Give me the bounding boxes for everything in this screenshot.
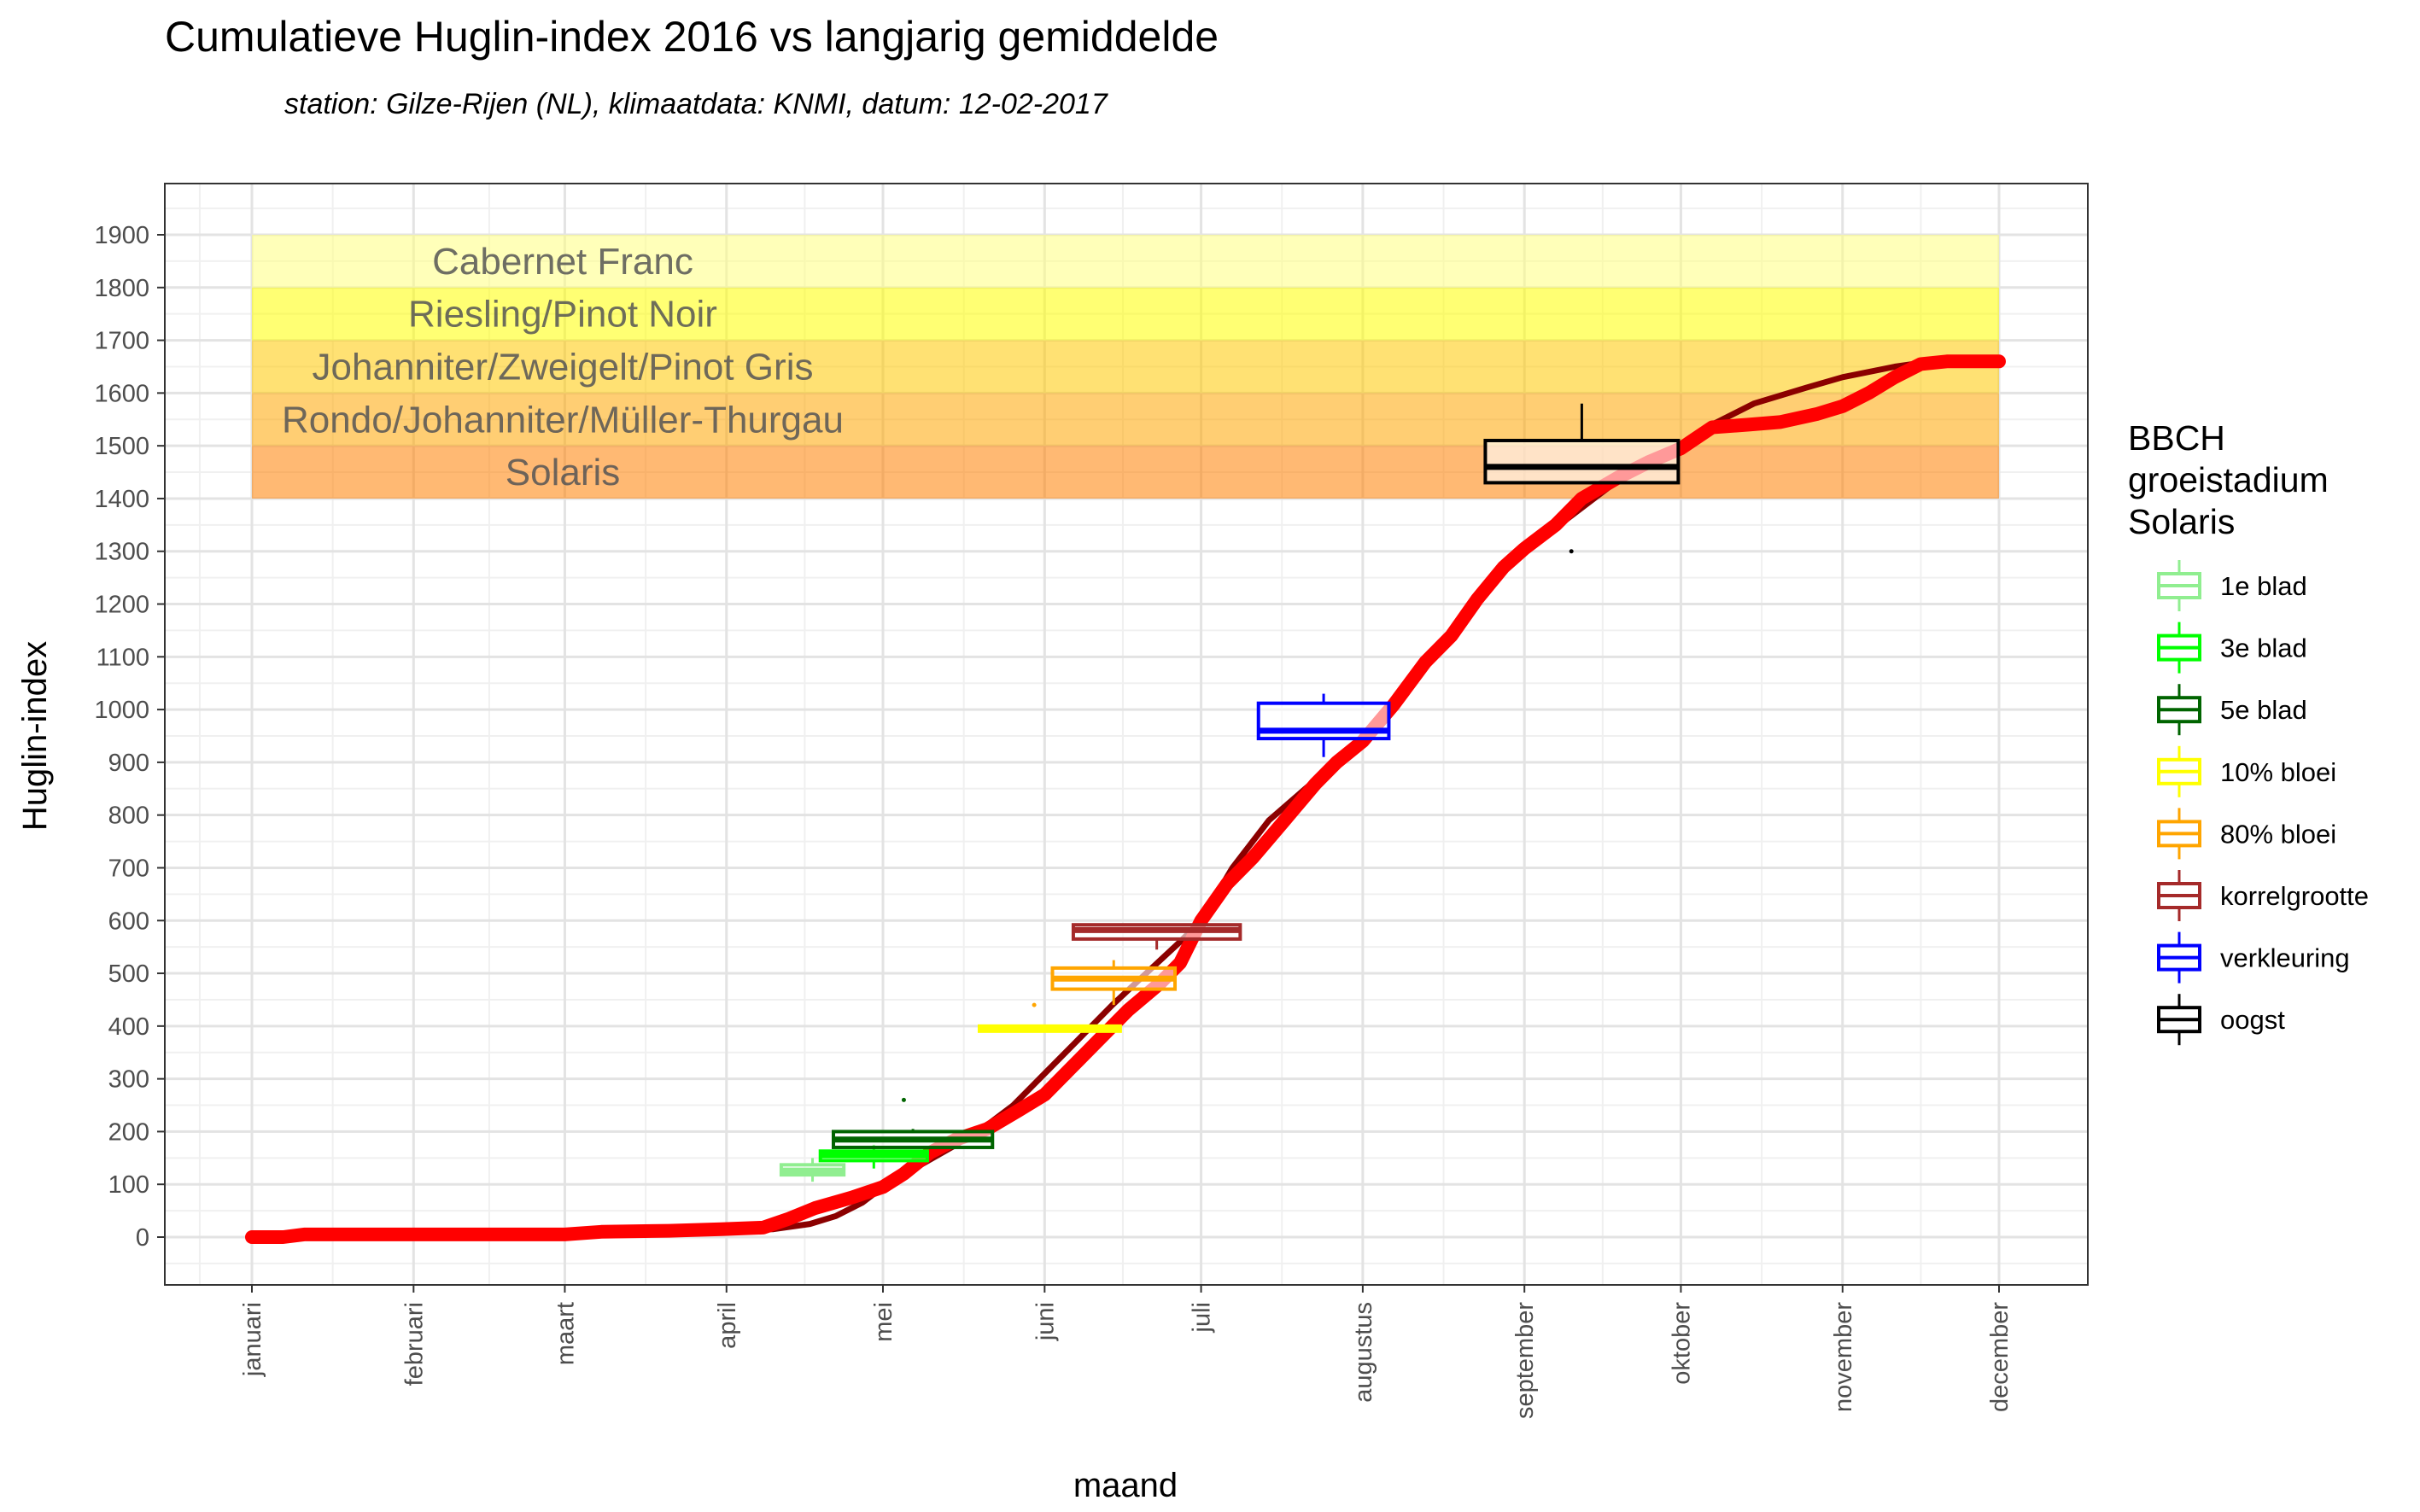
y-tick-label: 1600 (94, 380, 149, 407)
x-tick-label: november (1830, 1302, 1857, 1412)
x-tick-label: januari (239, 1302, 266, 1377)
year-2016-line (245, 354, 2006, 1244)
x-tick-label: februari (400, 1302, 428, 1386)
x-tick-label: juni (1032, 1302, 1059, 1341)
y-tick-label: 1100 (96, 644, 149, 671)
outlier-point (1032, 1002, 1037, 1007)
legend-key (2157, 745, 2201, 797)
y-tick-label: 500 (108, 960, 149, 988)
legend-label: 5e blad (2220, 695, 2307, 725)
legend-key (2157, 994, 2201, 1046)
chart-title: Cumulatieve Huglin-index 2016 vs langjar… (165, 13, 1219, 61)
y-tick-label: 1300 (94, 539, 149, 566)
x-axis-title: maand (1073, 1467, 1178, 1504)
y-tick-label: 0 (136, 1224, 149, 1252)
band-label: Solaris (506, 452, 621, 493)
boxplot-3e-blad (818, 1144, 929, 1169)
x-tick-label: maart (552, 1302, 579, 1365)
x-tick-label: mei (870, 1302, 897, 1342)
legend-title-line: Solaris (2128, 502, 2235, 541)
boxplot-korrelgrootte (1071, 923, 1242, 950)
y-tick-label: 900 (108, 750, 149, 777)
y-tick-label: 1400 (94, 486, 149, 513)
legend-label: 10% bloei (2220, 757, 2336, 787)
panel-border (164, 183, 2089, 1286)
y-tick-label: 1800 (94, 275, 149, 302)
legend-label: verkleuring (2220, 943, 2350, 973)
boxplot-1e-blad (779, 1158, 846, 1182)
boxplot-oogst (1483, 403, 1681, 554)
y-tick-label: 1000 (94, 697, 149, 724)
legend-title-line: BBCH (2128, 418, 2225, 458)
band-rect (252, 287, 1999, 341)
y-tick-label: 800 (108, 803, 149, 830)
band-rect (252, 340, 1999, 394)
x-tick-label: juli (1189, 1302, 1216, 1333)
legend-label: oogst (2220, 1005, 2285, 1035)
boxplot-5e-blad (831, 1097, 995, 1149)
band-rect (252, 235, 1999, 288)
x-tick-label: augustus (1350, 1302, 1377, 1403)
box (1483, 438, 1681, 485)
y-tick-label: 1200 (94, 592, 149, 619)
legend-label: 3e blad (2220, 633, 2307, 663)
band-rect (252, 446, 1999, 499)
legend-label: 80% bloei (2220, 819, 2336, 849)
band-label: Cabernet Franc (432, 241, 693, 283)
y-tick-label: 1500 (94, 433, 149, 460)
boxplot-80-bloei (1032, 960, 1178, 1007)
legend-key (2157, 808, 2201, 860)
boxplot-verkleuring (1256, 693, 1391, 757)
variety-bands: Solaris Rondo/Johanniter/Müller-Thurgau Jo… (252, 235, 1999, 499)
x-tick-label: april (714, 1302, 741, 1349)
legend-label: korrelgrootte (2220, 881, 2369, 911)
y-tick-label: 200 (108, 1118, 149, 1146)
boxplot-10-bloei (977, 1024, 1122, 1033)
legend-key (2157, 870, 2201, 921)
y-axis: 0 100 200 300 400 500 600 700 800 900 1000 1100 1200… (94, 222, 165, 1252)
y-tick-label: 600 (108, 908, 149, 935)
outlier-point (1569, 549, 1574, 554)
legend-label: 1e blad (2220, 571, 2307, 601)
plot-frame (164, 183, 2089, 1286)
y-axis-title: Huglin-index (16, 641, 54, 831)
x-tick-label: december (1986, 1302, 2014, 1412)
x-tick-label: oktober (1668, 1302, 1695, 1385)
legend-key (2157, 560, 2201, 611)
band-label: Johanniter/Zweigelt/Pinot Gris (313, 346, 814, 388)
y-tick-label: 700 (108, 855, 149, 882)
bbch-boxplots (779, 403, 1681, 1182)
band-label: Rondo/Johanniter/Müller-Thurgau (282, 399, 844, 441)
y-tick-label: 400 (108, 1013, 149, 1041)
legend-key (2157, 684, 2201, 736)
cumulative-lines (245, 354, 2006, 1244)
chart-subtitle: station: Gilze-Rijen (NL), klimaatdata: … (284, 88, 1108, 120)
x-axis: januari februari maart april mei juni juli augu… (239, 1285, 2014, 1419)
legend-title-line: groeistadium (2128, 460, 2329, 499)
legend-key (2157, 622, 2201, 674)
band-label: Riesling/Pinot Noir (408, 294, 717, 336)
y-tick-label: 1900 (94, 222, 149, 249)
legend-key (2157, 931, 2201, 984)
y-tick-label: 1700 (94, 328, 149, 355)
outlier-point (901, 1097, 906, 1102)
y-tick-label: 300 (108, 1066, 149, 1094)
y-tick-label: 100 (108, 1171, 149, 1199)
x-tick-label: september (1511, 1302, 1539, 1419)
